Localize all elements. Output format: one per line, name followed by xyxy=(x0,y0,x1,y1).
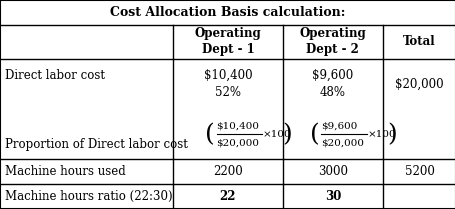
Text: Machine hours used: Machine hours used xyxy=(5,165,125,178)
Text: $10,400: $10,400 xyxy=(216,122,259,131)
Text: Machine hours ratio (22:30): Machine hours ratio (22:30) xyxy=(5,190,172,203)
Text: Direct labor cost: Direct labor cost xyxy=(5,69,104,82)
Text: Proportion of Direct labor cost: Proportion of Direct labor cost xyxy=(5,138,187,151)
Text: 48%: 48% xyxy=(319,86,345,99)
Text: ×100: ×100 xyxy=(262,130,290,139)
Text: $9,600: $9,600 xyxy=(321,122,357,131)
Text: $9,600: $9,600 xyxy=(312,69,353,82)
Text: 3000: 3000 xyxy=(317,165,347,178)
Text: $20,000: $20,000 xyxy=(394,77,443,90)
Text: ): ) xyxy=(282,123,292,146)
Text: 22: 22 xyxy=(219,190,236,203)
Text: $10,400: $10,400 xyxy=(203,69,252,82)
Text: 52%: 52% xyxy=(214,86,241,99)
Text: Operating
Dept - 1: Operating Dept - 1 xyxy=(194,27,261,56)
Text: ): ) xyxy=(386,123,396,146)
Text: 30: 30 xyxy=(324,190,340,203)
Text: $20,000: $20,000 xyxy=(321,139,364,148)
Text: (: ( xyxy=(204,123,214,146)
Text: Operating
Dept - 2: Operating Dept - 2 xyxy=(299,27,365,56)
Text: (: ( xyxy=(309,123,319,146)
Text: 2200: 2200 xyxy=(212,165,243,178)
Text: Cost Allocation Basis calculation:: Cost Allocation Basis calculation: xyxy=(110,6,345,19)
Text: Total: Total xyxy=(402,35,435,48)
Text: $20,000: $20,000 xyxy=(216,139,259,148)
Text: 5200: 5200 xyxy=(404,165,434,178)
Text: ×100: ×100 xyxy=(366,130,395,139)
